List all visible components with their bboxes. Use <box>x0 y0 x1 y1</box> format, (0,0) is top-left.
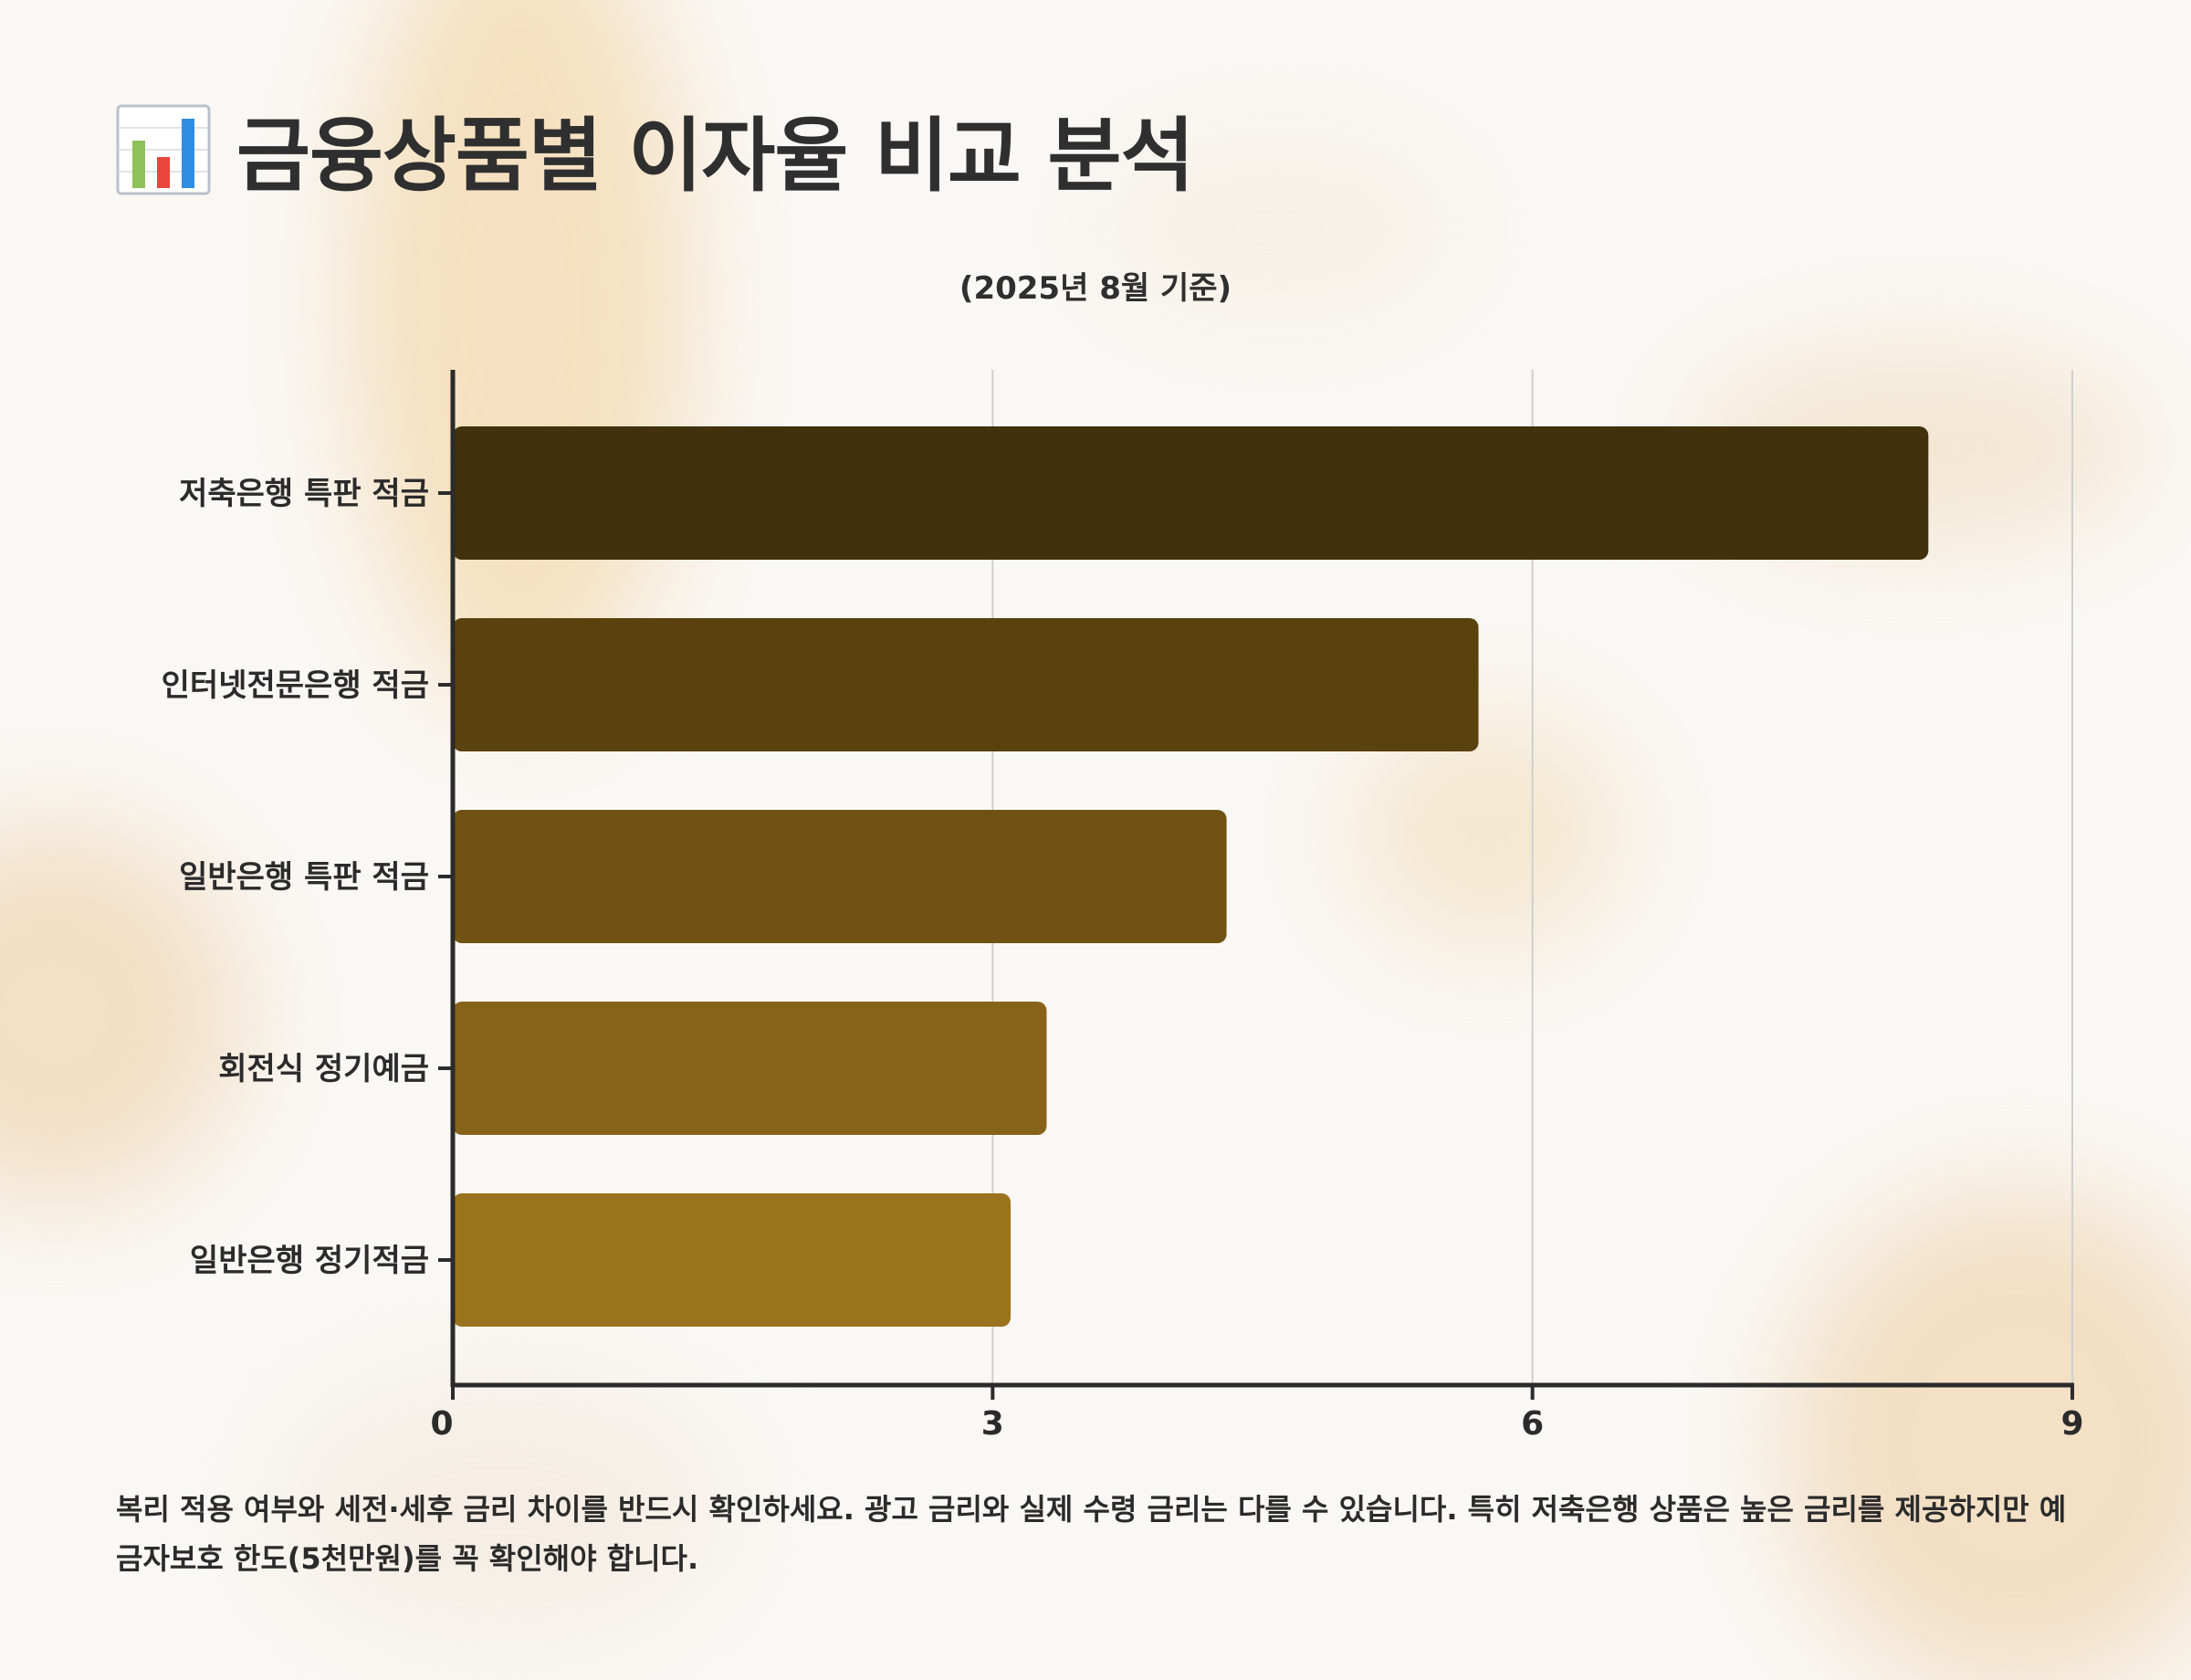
x-tick-label: 6 <box>1521 1405 1544 1443</box>
page-title: 금융상품별 이자율 비교 분석 <box>236 109 1194 203</box>
x-tick-label: 0 <box>430 1405 453 1443</box>
bar <box>453 426 1929 560</box>
bar <box>453 1002 1047 1135</box>
category-label: 회전식 정기예금 <box>218 1051 429 1087</box>
bar-chart-icon <box>116 104 211 194</box>
bar <box>453 810 1227 943</box>
footnote: 복리 적용 여부와 세전·세후 금리 차이를 반드시 확인하세요. 광고 금리와… <box>116 1492 2067 1576</box>
category-label: 인터넷전문은행 적금 <box>162 667 429 704</box>
bar <box>453 1193 1012 1327</box>
bar <box>453 618 1479 751</box>
x-tick-label: 9 <box>2060 1405 2083 1443</box>
x-tick-label: 3 <box>981 1405 1004 1443</box>
category-label: 일반은행 특판 적금 <box>179 859 429 896</box>
category-label: 일반은행 정기적금 <box>190 1243 429 1279</box>
chart-subtitle: (2025년 8월 기준) <box>959 270 1232 307</box>
category-label: 저축은행 특판 적금 <box>179 476 429 512</box>
title-row: 금융상품별 이자율 비교 분석 <box>116 91 1194 207</box>
